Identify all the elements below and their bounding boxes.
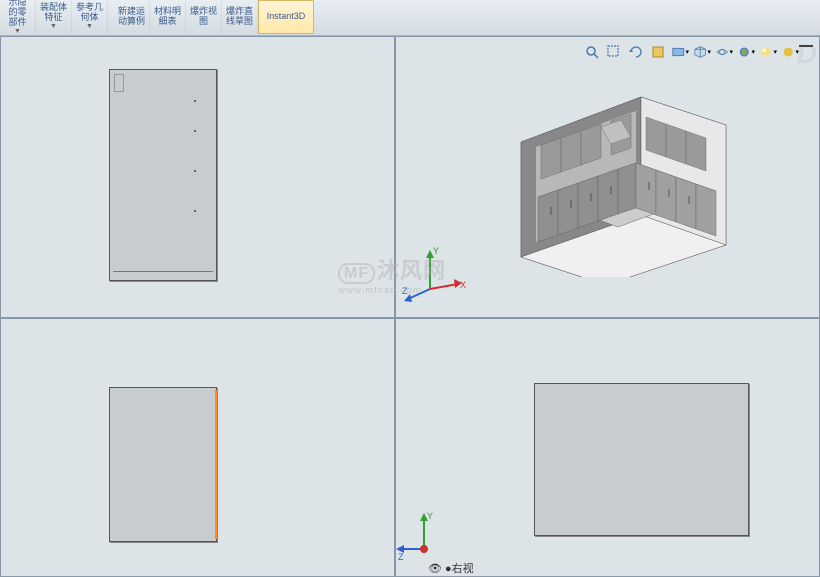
tool-explode-line-sketch[interactable]: 爆炸直线草图: [222, 0, 258, 34]
model-front-view: [534, 383, 749, 536]
view-label: 👁 ●右视: [428, 560, 474, 576]
appearance-icon[interactable]: ▾: [737, 43, 755, 61]
viewport-bottom-left[interactable]: [0, 318, 395, 577]
viewport-top-left[interactable]: [0, 36, 395, 318]
tool-reference-geometry[interactable]: 参考几何体▼: [72, 0, 108, 34]
hide-show-icon[interactable]: ▾: [715, 43, 733, 61]
model-isometric: [506, 87, 736, 277]
triad-iso: Y X Z: [400, 244, 470, 309]
scene-icon[interactable]: ▾: [759, 43, 777, 61]
viewport-bottom-right[interactable]: Y Z 👁 ●右视: [395, 318, 820, 577]
tool-hidden-parts[interactable]: 示隐的零部件▼: [0, 0, 36, 34]
model-side-view: [109, 69, 217, 281]
tool-assembly-feature[interactable]: 装配体特征▼: [36, 0, 72, 34]
view-cube-icon[interactable]: ▾: [693, 43, 711, 61]
ribbon-toolbar: 示隐的零部件▼ 装配体特征▼ 参考几何体▼ 新建运动算例 材料明细表 爆炸视图 …: [0, 0, 820, 36]
app-logo-corner: D: [797, 38, 817, 70]
zoom-area-icon[interactable]: [605, 43, 623, 61]
viewport-toolbar: ▾ ▾ ▾ ▾ ▾ ▾: [583, 43, 799, 61]
zoom-fit-icon[interactable]: [583, 43, 601, 61]
model-top-view: [109, 387, 217, 542]
minimize-icon[interactable]: [799, 45, 813, 47]
tool-exploded-view[interactable]: 爆炸视图: [186, 0, 222, 34]
tool-new-motion-study[interactable]: 新建运动算例: [114, 0, 150, 34]
svg-text:X: X: [460, 280, 466, 290]
svg-text:Z: Z: [402, 286, 408, 296]
svg-text:Y: Y: [433, 246, 439, 256]
svg-text:Y: Y: [427, 511, 433, 521]
display-style-icon[interactable]: ▾: [671, 43, 689, 61]
viewport-top-right[interactable]: D ▾ ▾ ▾ ▾ ▾ ▾: [395, 36, 820, 318]
viewport-grid: D ▾ ▾ ▾ ▾ ▾ ▾: [0, 36, 820, 577]
section-icon[interactable]: [649, 43, 667, 61]
rotate-icon[interactable]: [627, 43, 645, 61]
triad-front: Y Z: [396, 507, 452, 568]
svg-text:Z: Z: [398, 552, 404, 562]
render-icon[interactable]: ▾: [781, 43, 799, 61]
tool-instant3d[interactable]: Instant3D: [258, 0, 314, 34]
tool-bom[interactable]: 材料明细表: [150, 0, 186, 34]
